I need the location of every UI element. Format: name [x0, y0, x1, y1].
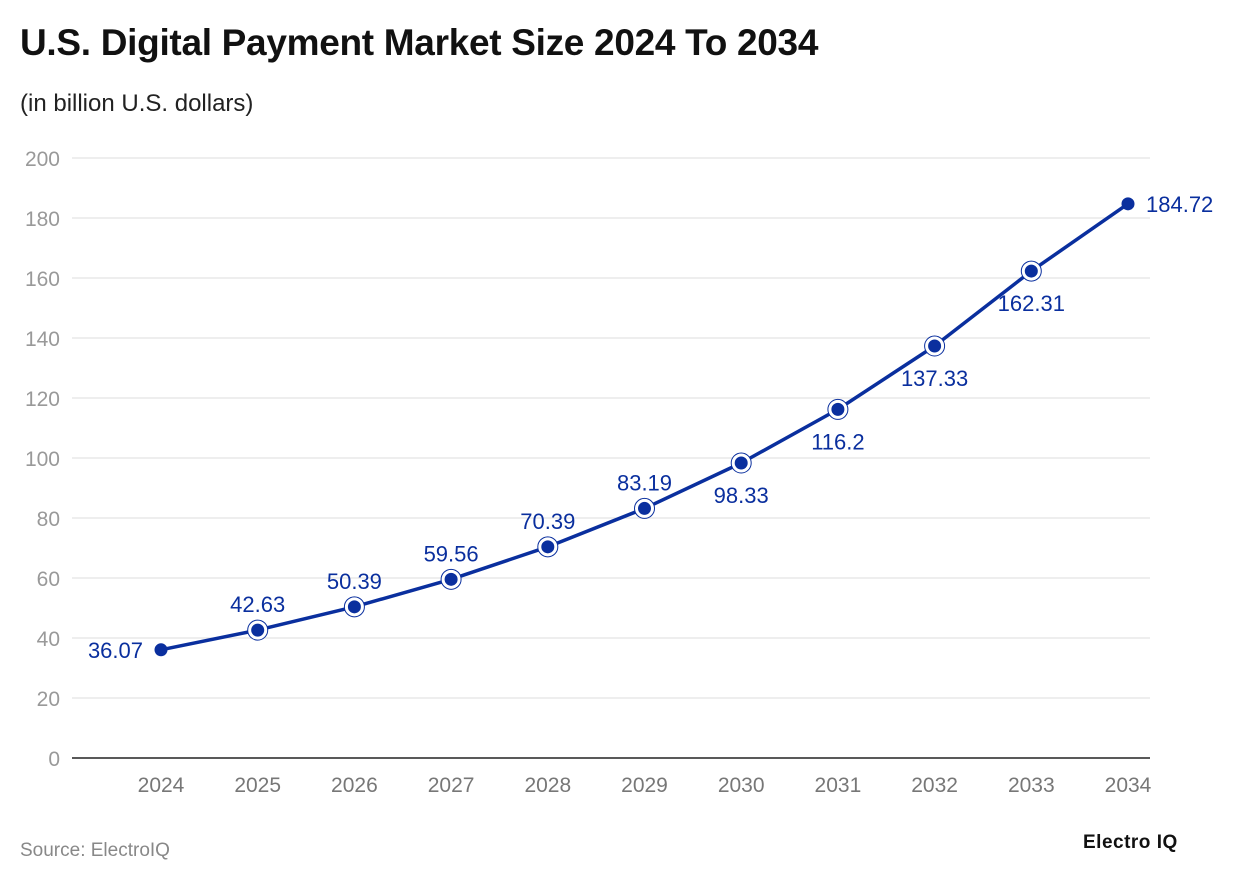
data-label: 36.07	[88, 638, 143, 663]
data-label: 59.56	[424, 541, 479, 566]
data-point	[251, 623, 265, 637]
y-tick-label: 120	[25, 388, 60, 411]
y-tick-label: 0	[48, 748, 60, 771]
x-tick-label: 2029	[621, 774, 668, 797]
y-tick-label: 60	[37, 568, 60, 591]
x-tick-label: 2031	[815, 774, 862, 797]
data-point	[1024, 264, 1038, 278]
x-tick-label: 2033	[1008, 774, 1055, 797]
x-tick-label: 2028	[524, 774, 571, 797]
x-tick-label: 2027	[428, 774, 475, 797]
data-label: 184.72	[1146, 192, 1213, 217]
data-point	[347, 600, 361, 614]
data-point	[154, 643, 168, 657]
x-tick-label: 2025	[234, 774, 281, 797]
data-label: 162.31	[998, 291, 1065, 316]
electroiq-logo: Electro IQ	[1083, 832, 1178, 853]
x-tick-label: 2026	[331, 774, 378, 797]
chart-title: U.S. Digital Payment Market Size 2024 To…	[20, 22, 819, 63]
data-point	[831, 402, 845, 416]
data-label: 116.2	[811, 429, 864, 454]
data-label: 42.63	[230, 592, 285, 617]
x-tick-label: 2034	[1105, 774, 1152, 797]
source-note: Source: ElectroIQ	[20, 840, 170, 861]
y-tick-label: 40	[37, 628, 60, 651]
data-label: 50.39	[327, 569, 382, 594]
y-tick-label: 200	[25, 148, 60, 171]
y-tick-label: 100	[25, 448, 60, 471]
data-label: 137.33	[901, 366, 968, 391]
data-point	[734, 456, 748, 470]
data-point	[541, 540, 555, 554]
y-tick-label: 180	[25, 208, 60, 231]
data-label: 83.19	[617, 470, 672, 495]
y-tick-label: 20	[37, 688, 60, 711]
y-tick-label: 160	[25, 268, 60, 291]
data-point	[928, 339, 942, 353]
x-tick-label: 2024	[138, 774, 185, 797]
series-line	[160, 202, 1129, 652]
data-point	[1121, 197, 1135, 211]
chart-subtitle: (in billion U.S. dollars)	[20, 90, 254, 117]
x-tick-label: 2030	[718, 774, 765, 797]
data-label: 70.39	[520, 509, 575, 534]
data-label: 98.33	[714, 483, 769, 508]
x-tick-label: 2032	[911, 774, 958, 797]
y-tick-label: 140	[25, 328, 60, 351]
y-tick-label: 80	[37, 508, 60, 531]
data-point	[638, 501, 651, 515]
data-point	[444, 572, 458, 586]
